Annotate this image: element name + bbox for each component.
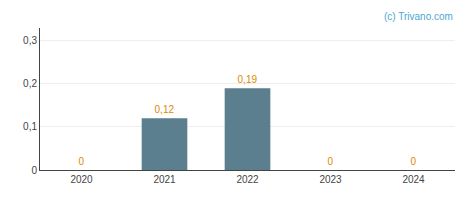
svg-text:0: 0 xyxy=(31,165,37,176)
svg-text:2021: 2021 xyxy=(153,174,176,185)
svg-text:0,3: 0,3 xyxy=(23,35,37,46)
svg-text:0,2: 0,2 xyxy=(23,78,37,89)
svg-text:0: 0 xyxy=(411,156,417,167)
svg-text:2024: 2024 xyxy=(402,174,425,185)
svg-text:0,19: 0,19 xyxy=(238,74,258,85)
svg-text:0: 0 xyxy=(79,156,85,167)
svg-text:0,1: 0,1 xyxy=(23,121,37,132)
svg-text:0,12: 0,12 xyxy=(155,104,175,115)
svg-text:2023: 2023 xyxy=(319,174,342,185)
svg-text:0: 0 xyxy=(328,156,334,167)
svg-text:(c) Trivano.com: (c) Trivano.com xyxy=(384,11,453,22)
svg-text:2020: 2020 xyxy=(70,174,93,185)
svg-text:2022: 2022 xyxy=(236,174,259,185)
